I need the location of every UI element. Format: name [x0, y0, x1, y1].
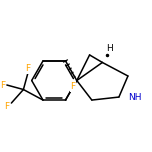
Text: H: H: [107, 44, 113, 53]
Text: F: F: [4, 102, 9, 111]
Text: F: F: [71, 82, 76, 91]
Text: NH: NH: [128, 93, 141, 102]
Text: F: F: [0, 81, 5, 90]
Text: F: F: [25, 64, 31, 73]
